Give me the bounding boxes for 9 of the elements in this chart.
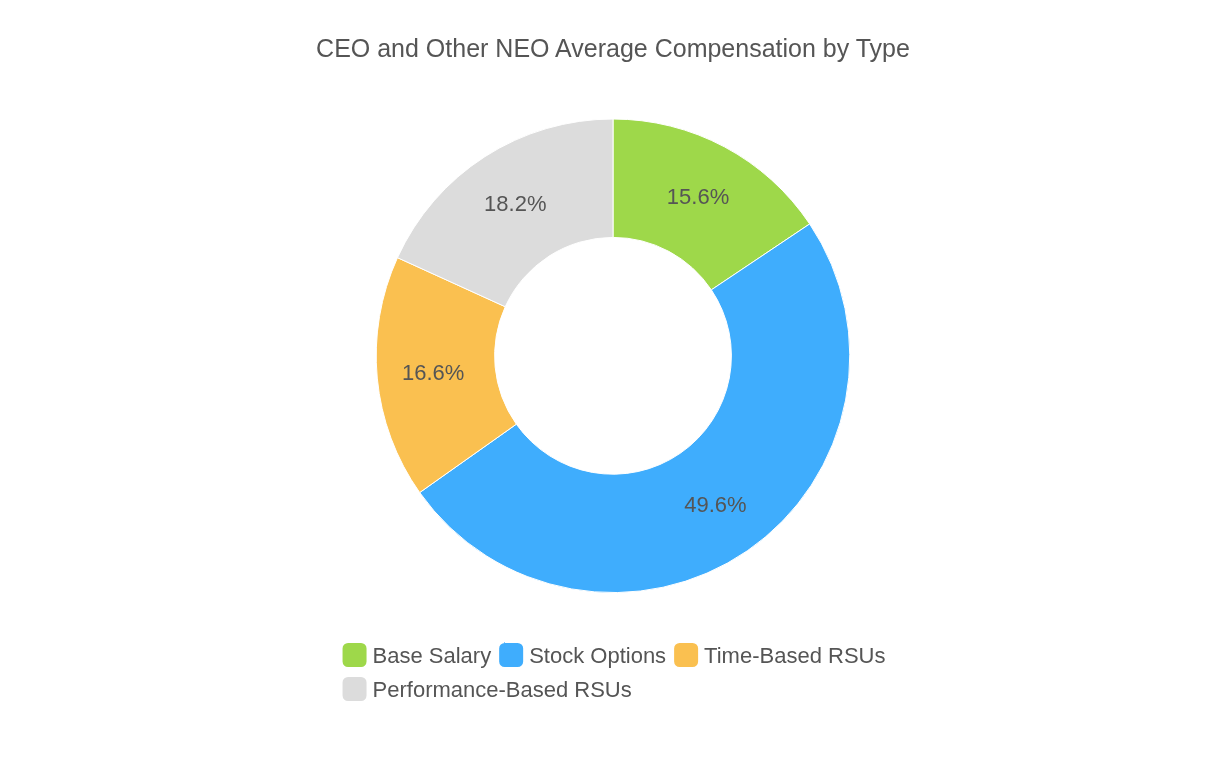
legend-label: Stock Options — [529, 642, 667, 668]
chart-title: CEO and Other NEO Average Compensation by Type — [316, 33, 910, 62]
legend-label: Base Salary — [372, 642, 492, 668]
data-label: 49.6% — [684, 492, 747, 518]
legend-label: Performance-Based RSUs — [372, 676, 632, 702]
data-label: 15.6% — [666, 183, 730, 209]
data-label: 16.6% — [402, 360, 465, 386]
legend-label: Time-Based RSUs — [704, 642, 886, 668]
data-label: 18.2% — [484, 191, 547, 217]
